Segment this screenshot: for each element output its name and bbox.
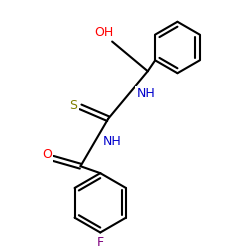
Text: F: F: [97, 236, 104, 249]
Text: NH: NH: [136, 88, 155, 101]
Text: OH: OH: [94, 26, 114, 39]
Text: O: O: [42, 148, 52, 161]
Text: NH: NH: [103, 135, 122, 148]
Text: S: S: [70, 99, 78, 112]
